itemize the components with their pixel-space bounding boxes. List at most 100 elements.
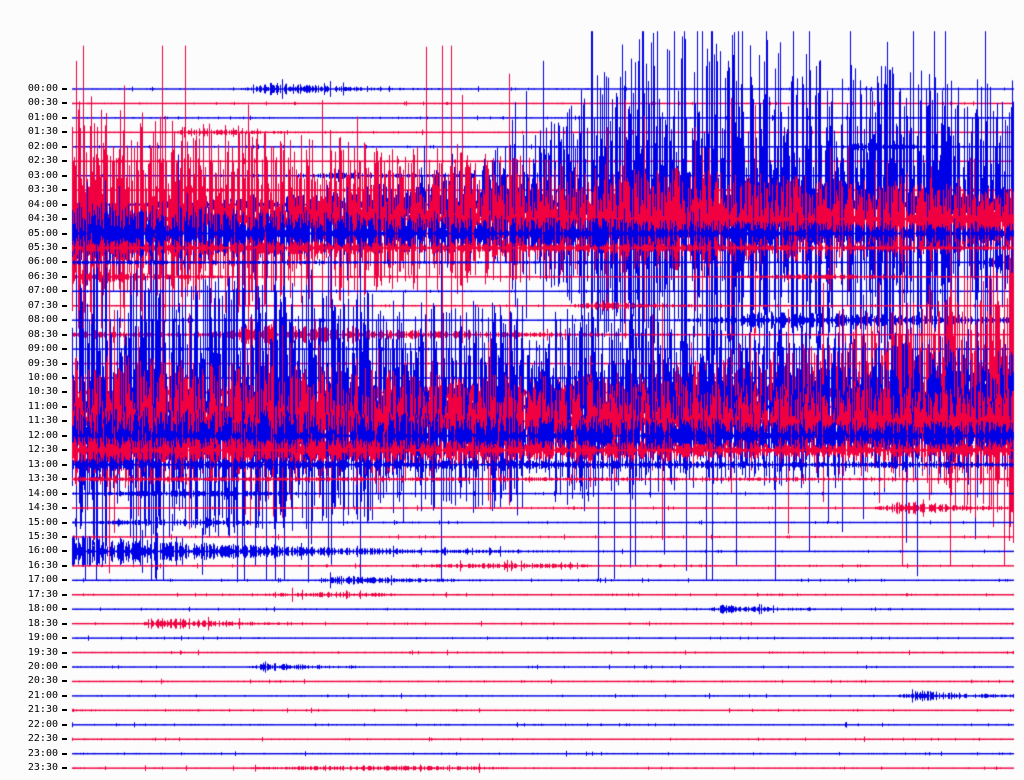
time-label: 02:30: [27, 155, 58, 167]
time-label: 06:30: [27, 270, 58, 282]
axis-tick: [62, 738, 67, 741]
time-label: 09:00: [27, 343, 58, 355]
time-label: 22:00: [27, 718, 58, 730]
axis-tick: [62, 694, 67, 697]
time-label: 21:00: [27, 689, 58, 701]
time-label: 15:00: [27, 516, 58, 528]
time-label: 15:30: [27, 530, 58, 542]
time-label: 20:00: [27, 661, 58, 672]
axis-tick: [62, 709, 67, 712]
axis-tick: [62, 463, 67, 466]
time-label: 01:30: [27, 126, 58, 138]
time-label: 16:30: [27, 559, 58, 571]
time-label: 14:30: [27, 502, 58, 514]
axis-tick: [62, 420, 67, 423]
axis-tick: [62, 405, 67, 408]
axis-tick: [62, 348, 67, 351]
time-label: 12:00: [27, 429, 58, 441]
axis-tick: [62, 391, 67, 394]
time-label: 10:00: [27, 372, 58, 383]
time-label: 18:30: [27, 617, 58, 629]
axis-tick: [62, 535, 67, 538]
axis-tick: [62, 131, 67, 134]
time-label: 08:30: [27, 328, 58, 340]
axis-tick: [62, 246, 67, 249]
time-label: 03:30: [27, 184, 58, 196]
axis-tick: [62, 232, 67, 235]
time-label: 08:00: [27, 314, 58, 326]
axis-tick: [62, 290, 67, 293]
axis-tick: [62, 478, 67, 481]
time-label: 09:30: [27, 357, 58, 369]
time-label: 19:30: [27, 646, 58, 658]
axis-tick: [62, 275, 67, 278]
axis-tick: [62, 752, 67, 755]
time-label: 17:30: [27, 588, 58, 600]
axis-tick: [62, 767, 67, 770]
axis-tick: [62, 261, 67, 264]
axis-tick: [62, 174, 67, 177]
time-label: 19:00: [27, 632, 58, 644]
time-label: 06:00: [27, 256, 58, 268]
axis-tick: [62, 116, 67, 119]
time-label: 13:00: [27, 458, 58, 470]
time-label: 13:30: [27, 473, 58, 485]
axis-tick: [62, 203, 67, 206]
time-label: 11:00: [27, 400, 58, 412]
axis-tick: [62, 145, 67, 148]
time-label: 10:30: [27, 386, 58, 398]
axis-tick: [62, 651, 67, 654]
axis-tick: [62, 723, 67, 726]
time-label: 07:00: [27, 285, 58, 297]
time-label: 00:00: [27, 83, 58, 94]
axis-tick: [62, 608, 67, 611]
axis-tick: [62, 377, 67, 379]
axis-tick: [62, 88, 67, 90]
axis-tick: [62, 333, 67, 336]
axis-tick: [62, 304, 67, 307]
axis-tick: [62, 622, 67, 625]
axis-tick: [62, 160, 67, 163]
axis-tick: [62, 593, 67, 596]
time-label: 22:30: [27, 733, 58, 745]
time-label: 14:00: [27, 487, 58, 499]
axis-tick: [62, 579, 67, 582]
axis-tick: [62, 564, 67, 567]
axis-tick: [62, 550, 67, 553]
time-label: 05:30: [27, 241, 58, 253]
axis-tick: [62, 189, 67, 192]
time-label: 11:30: [27, 415, 58, 427]
axis-tick: [62, 449, 67, 452]
axis-tick: [62, 102, 67, 105]
time-label: 20:30: [27, 675, 58, 687]
axis-tick: [62, 637, 67, 640]
time-label: 16:00: [27, 545, 58, 557]
time-label: 05:00: [27, 227, 58, 239]
time-label: 12:30: [27, 444, 58, 456]
axis-tick: [62, 521, 67, 524]
time-label: 00:30: [27, 97, 58, 109]
axis-tick: [62, 218, 67, 221]
axis-tick: [62, 319, 67, 322]
axis-tick: [62, 492, 67, 495]
axis-tick: [62, 362, 67, 365]
time-label: 07:30: [27, 299, 58, 311]
time-label: 17:00: [27, 574, 58, 586]
axis-tick: [62, 666, 67, 668]
time-axis-labels: 00:00 00:30 01:00 01:30 02:00 02:30 03:00 03:30…: [0, 0, 58, 780]
time-label: 21:30: [27, 704, 58, 716]
time-label: 18:00: [27, 603, 58, 615]
time-label: 23:00: [27, 747, 58, 759]
axis-tick: [62, 507, 67, 510]
time-label: 04:30: [27, 213, 58, 225]
time-label: 01:00: [27, 111, 58, 123]
time-label: 02:00: [27, 140, 58, 152]
time-label: 23:30: [27, 762, 58, 774]
time-label: 03:00: [27, 169, 58, 181]
time-label: 04:00: [27, 198, 58, 210]
axis-tick: [62, 680, 67, 683]
axis-tick: [62, 434, 67, 437]
